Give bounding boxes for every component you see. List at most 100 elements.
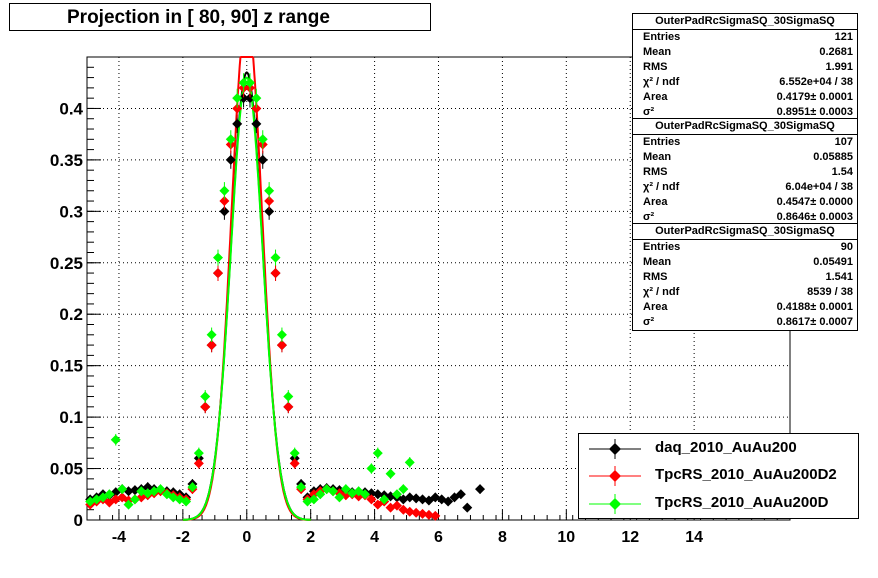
data-point: [264, 206, 275, 217]
data-point: [411, 507, 422, 518]
legend-label: daq_2010_AuAu200: [655, 439, 797, 456]
data-point: [238, 77, 249, 88]
stats-value: 107: [834, 136, 853, 148]
legend-label: TpcRS_2010_AuAu200D: [655, 494, 829, 511]
data-point: [206, 329, 217, 340]
data-point: [315, 489, 326, 500]
data-point: [264, 196, 275, 207]
y-tick-label: 0.15: [50, 357, 83, 376]
data-point: [104, 489, 115, 500]
stats-key: Mean: [643, 151, 672, 163]
fit-curve: [182, 76, 311, 521]
x-tick-label: 0: [242, 529, 251, 546]
stats-key: σ²: [643, 316, 655, 328]
legend-marker-red: [589, 466, 641, 486]
data-point: [232, 103, 243, 114]
data-point: [257, 134, 268, 145]
x-tick-label: 12: [621, 529, 639, 546]
data-point: [340, 484, 351, 495]
x-tick-label: -2: [176, 529, 190, 546]
stats-value: 1.54: [831, 166, 853, 178]
stats-value: 6.552e+04 / 38: [779, 76, 853, 88]
data-point: [360, 489, 371, 500]
stats-box-1: OuterPadRcSigmaSQ_30SigmaSQ Entries 121 M…: [632, 13, 858, 121]
data-point: [200, 401, 211, 412]
data-point: [238, 93, 249, 104]
data-point: [417, 508, 428, 519]
y-tick-label: 0.4: [59, 99, 83, 118]
x-tick-label: 4: [370, 529, 379, 546]
stats-key: RMS: [643, 166, 668, 178]
data-point: [391, 500, 402, 511]
data-point: [417, 494, 428, 505]
data-point: [404, 457, 415, 468]
data-point: [455, 489, 466, 500]
y-tick-label: 0.1: [59, 408, 83, 427]
data-point: [398, 484, 409, 495]
stats-box-2: OuterPadRcSigmaSQ_30SigmaSQ Entries 107 M…: [632, 118, 858, 226]
data-point: [193, 448, 204, 459]
data-point: [404, 506, 415, 517]
data-point: [219, 206, 230, 217]
stats-value: 0.05885: [813, 151, 853, 163]
stats-value: 0.4188± 0.0001: [776, 301, 853, 313]
legend-entry: daq_2010_AuAu200: [589, 437, 849, 461]
data-point: [244, 77, 255, 88]
stats-value: 0.8646± 0.0003: [776, 211, 853, 223]
stats-key: χ² / ndf: [643, 181, 680, 193]
data-point: [334, 492, 345, 503]
data-point: [462, 502, 473, 513]
data-point: [123, 499, 134, 510]
data-point: [181, 496, 192, 507]
x-tick-label: 14: [685, 529, 703, 546]
y-tick-label: 0.25: [50, 254, 83, 273]
y-tick-label: 0.2: [59, 305, 83, 324]
data-point: [129, 494, 140, 505]
data-point: [244, 93, 255, 104]
data-point: [264, 185, 275, 196]
stats-value: 0.2681: [819, 46, 853, 58]
data-point: [283, 391, 294, 402]
stats-name: OuterPadRcSigmaSQ_30SigmaSQ: [633, 119, 857, 135]
legend-label: TpcRS_2010_AuAu200D2: [655, 466, 837, 483]
data-point: [129, 485, 140, 496]
data-point: [372, 448, 383, 459]
x-tick-label: 2: [306, 529, 315, 546]
legend: daq_2010_AuAu200 TpcRS_2010_AuAu200D2 Tp…: [578, 433, 859, 519]
data-point: [257, 154, 268, 165]
stats-value: 0.05491: [813, 256, 853, 268]
data-point: [200, 391, 211, 402]
data-point: [366, 463, 377, 474]
stats-key: Entries: [643, 136, 681, 148]
stats-value: 0.8951± 0.0003: [776, 106, 853, 118]
data-point: [232, 118, 243, 129]
data-point: [276, 340, 287, 351]
y-tick-label: 0.3: [59, 202, 83, 221]
stats-name: OuterPadRcSigmaSQ_30SigmaSQ: [633, 224, 857, 240]
data-point: [423, 509, 434, 520]
data-point: [251, 118, 262, 129]
data-point: [430, 510, 441, 521]
stats-value: 121: [834, 31, 853, 43]
data-point: [385, 468, 396, 479]
stats-key: Mean: [643, 46, 672, 58]
data-point: [219, 196, 230, 207]
legend-marker-green: [589, 494, 641, 514]
x-tick-label: 10: [557, 529, 575, 546]
stats-key: Area: [643, 91, 668, 103]
data-point: [225, 134, 236, 145]
stats-value: 1.541: [825, 271, 853, 283]
data-point: [379, 494, 390, 505]
stats-value: 0.4179± 0.0001: [776, 91, 853, 103]
data-marks: [85, 56, 486, 521]
data-point: [276, 329, 287, 340]
stats-key: σ²: [643, 106, 655, 118]
stats-value: 6.04e+04 / 38: [785, 181, 853, 193]
stats-value: 90: [840, 241, 853, 253]
stats-key: Entries: [643, 241, 681, 253]
stats-key: σ²: [643, 211, 655, 223]
data-point: [110, 434, 121, 445]
stats-value: 8539 / 38: [807, 286, 853, 298]
stats-key: Mean: [643, 256, 672, 268]
data-point: [404, 492, 415, 503]
